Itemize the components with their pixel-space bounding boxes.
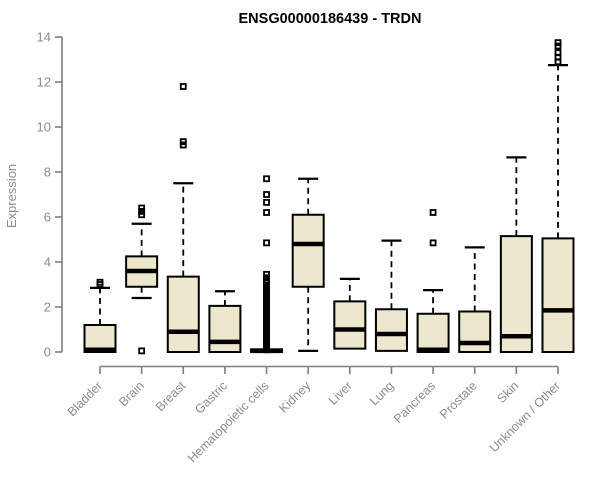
iqr-box (374, 308, 408, 352)
y-axis-label: Expression (4, 164, 19, 228)
outlier-point (138, 204, 146, 212)
box-kidney (291, 177, 325, 352)
x-tick-label: Gastric (192, 379, 230, 417)
x-tick-label: Prostate (437, 379, 480, 422)
y-tick-label: 6 (44, 210, 51, 225)
box-breast (166, 83, 200, 353)
x-tick-label: Unknown / Other (487, 379, 563, 455)
box-liver (333, 277, 367, 350)
outlier-point (179, 83, 187, 90)
iqr-box (291, 213, 325, 288)
iqr-box (208, 304, 242, 353)
x-tick-label: Breast (153, 378, 189, 414)
y-tick-label: 8 (44, 165, 51, 180)
outlier-point (263, 270, 270, 278)
y-tick-label: 2 (44, 300, 51, 315)
x-tick-label: Skin (494, 379, 521, 406)
box-hematopoietic-cells (250, 175, 284, 354)
box-bladder (83, 278, 117, 353)
plot-area (83, 39, 575, 355)
y-tick-label: 10 (37, 120, 51, 135)
iqr-box (333, 300, 367, 350)
outlier-point (263, 175, 270, 183)
outlier-point (96, 278, 104, 286)
y-tick-label: 14 (37, 30, 51, 45)
box-brain (125, 204, 159, 355)
iqr-box (458, 310, 492, 353)
outlier-point (554, 49, 562, 57)
box-prostate (458, 246, 492, 353)
outlier-point (263, 239, 270, 247)
outlier-point (263, 191, 270, 198)
x-tick-label: Bladder (65, 379, 105, 419)
box-unknown-other (541, 39, 575, 353)
box-gastric (208, 290, 242, 353)
x-tick-label: Pancreas (391, 379, 438, 426)
x-tick-label: Lung (367, 379, 397, 409)
x-tick-label: Hematopoietic cells (185, 379, 272, 466)
box-lung (374, 239, 408, 352)
iqr-box (416, 312, 450, 353)
x-tick-label: Kidney (276, 378, 313, 415)
x-tick-label: Liver (326, 379, 355, 408)
iqr-box (499, 235, 533, 353)
iqr-box (166, 275, 200, 353)
box-skin (499, 156, 533, 353)
iqr-box (541, 237, 575, 353)
chart-title: ENSG00000186439 - TRDN (239, 11, 422, 27)
outlier-point (429, 209, 437, 216)
outlier-point (138, 347, 146, 355)
y-tick-label: 12 (37, 75, 51, 90)
outlier-point (263, 281, 270, 289)
y-tick-label: 4 (44, 255, 51, 270)
box-pancreas (416, 209, 450, 353)
outlier-point (554, 39, 562, 47)
y-tick-label: 0 (44, 345, 51, 360)
x-tick-label: Brain (116, 379, 147, 410)
outlier-point (263, 209, 270, 216)
outlier-point (429, 239, 437, 247)
outlier-point (263, 198, 270, 206)
outlier-point (179, 138, 187, 146)
